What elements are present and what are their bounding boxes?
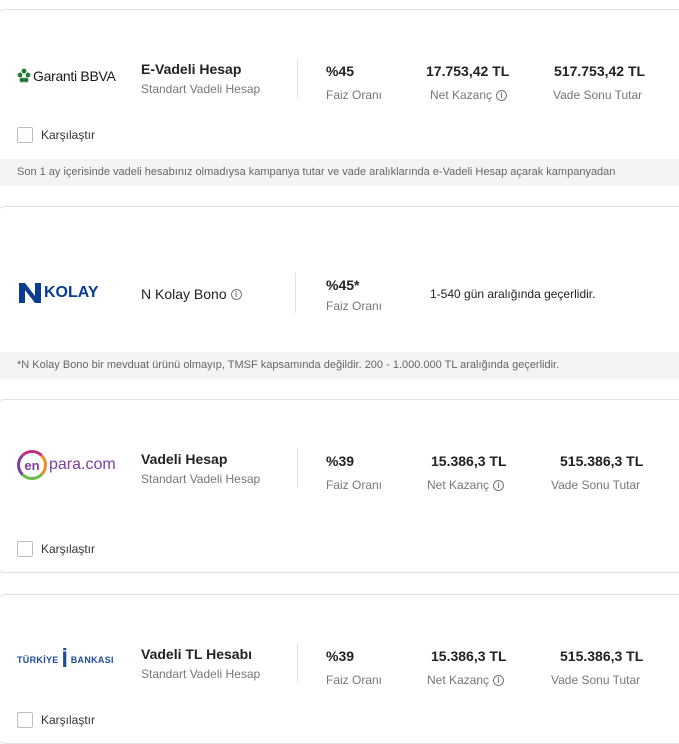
info-icon[interactable]: i — [493, 674, 505, 686]
offer-card-enpara[interactable]: en para.com Vadeli Hesap Standart Vadeli… — [0, 399, 679, 573]
product-type: Standart Vadeli Hesap — [141, 82, 261, 96]
en-circle-icon: en — [17, 450, 47, 480]
interest-rate: %45 — [326, 63, 355, 79]
kolay-logo-text: KOLAY — [44, 284, 99, 301]
product-name: N Kolay Bono — [141, 286, 227, 302]
n-logo-icon — [19, 283, 41, 303]
validity-text: 1-540 gün aralığında geçerlidir. — [430, 287, 596, 301]
garanti-bbva-logo: Garanti BBVA — [17, 68, 116, 84]
interest-rate: %45* — [326, 277, 360, 293]
info-icon[interactable]: i — [496, 89, 508, 101]
product-type: Standart Vadeli Hesap — [141, 667, 261, 681]
maturity-label: Vade Sonu Tutar — [551, 478, 641, 492]
product-name-wrap[interactable]: N Kolay Bono i — [141, 286, 242, 302]
product-name[interactable]: E-Vadeli Hesap — [141, 61, 242, 77]
interest-rate: %39 — [326, 453, 355, 469]
net-gain-label: Net Kazanç i — [427, 673, 505, 687]
compare-checkbox[interactable]: Karşılaştır — [17, 541, 95, 557]
checkbox[interactable] — [17, 127, 33, 143]
compare-label: Karşılaştır — [41, 542, 96, 556]
checkbox[interactable] — [17, 712, 33, 728]
maturity-total: 517.753,42 TL — [554, 63, 646, 79]
offer-card-isbank[interactable]: TÜRKİYE İ BANKASI Vadeli TL Hesabı Stand… — [0, 594, 679, 744]
campaign-note: Son 1 ay içerisinde vadeli hesabınız olm… — [0, 159, 679, 186]
maturity-total: 515.386,3 TL — [560, 648, 644, 664]
net-gain-label: Net Kazanç i — [427, 478, 505, 492]
interest-rate-label: Faiz Oranı — [326, 478, 383, 492]
offer-card-nkolay[interactable]: KOLAY N Kolay Bono i %45* Faiz Oranı 1-5… — [0, 206, 679, 379]
divider — [295, 273, 296, 313]
isbank-logo-right: BANKASI — [70, 655, 114, 665]
isbank-logo-mark: İ — [61, 647, 68, 672]
net-gain: 17.753,42 TL — [426, 63, 510, 79]
maturity-label: Vade Sonu Tutar — [551, 673, 641, 687]
interest-rate: %39 — [326, 648, 355, 664]
enpara-logo-text: para.com — [49, 456, 116, 473]
maturity-total: 515.386,3 TL — [560, 453, 644, 469]
nkolay-logo: KOLAY — [17, 281, 99, 305]
divider — [297, 58, 298, 98]
product-type: Standart Vadeli Hesap — [141, 472, 261, 486]
info-icon[interactable]: i — [493, 479, 505, 491]
isbank-logo: TÜRKİYE İ BANKASI — [17, 649, 114, 671]
net-gain: 15.386,3 TL — [431, 648, 507, 664]
net-gain-label: Net Kazanç i — [430, 88, 508, 102]
info-icon[interactable]: i — [230, 288, 242, 300]
isbank-logo-left: TÜRKİYE — [17, 655, 59, 665]
interest-rate-label: Faiz Oranı — [326, 673, 383, 687]
interest-rate-label: Faiz Oranı — [326, 299, 383, 313]
interest-rate-label: Faiz Oranı — [326, 88, 383, 102]
divider — [297, 643, 298, 683]
compare-label: Karşılaştır — [41, 713, 96, 727]
product-note: *N Kolay Bono bir mevduat ürünü olmayıp,… — [0, 352, 679, 379]
checkbox[interactable] — [17, 541, 33, 557]
product-name[interactable]: Vadeli TL Hesabı — [141, 646, 253, 662]
garanti-logo-text: Garanti BBVA — [33, 68, 116, 84]
net-gain: 15.386,3 TL — [431, 453, 507, 469]
clover-icon — [17, 68, 31, 83]
compare-checkbox[interactable]: Karşılaştır — [17, 127, 95, 143]
enpara-logo: en para.com — [17, 450, 116, 480]
divider — [297, 448, 298, 488]
compare-checkbox[interactable]: Karşılaştır — [17, 712, 95, 728]
compare-label: Karşılaştır — [41, 128, 96, 142]
maturity-label: Vade Sonu Tutar — [553, 88, 643, 102]
offer-card-garanti[interactable]: Garanti BBVA E-Vadeli Hesap Standart Vad… — [0, 9, 679, 186]
product-name[interactable]: Vadeli Hesap — [141, 451, 228, 467]
